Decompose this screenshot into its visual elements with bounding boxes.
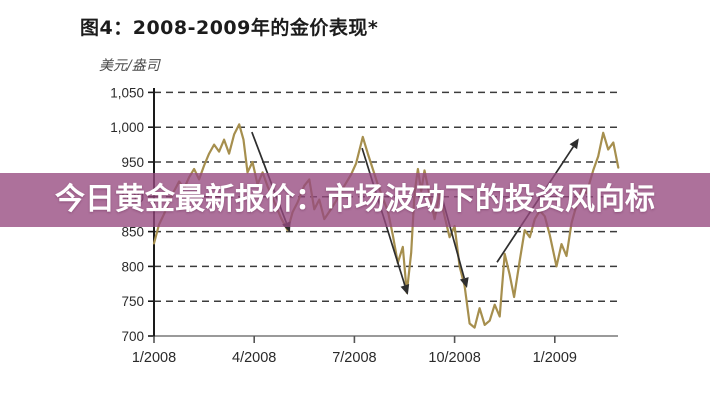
svg-text:950: 950 (121, 155, 144, 170)
svg-text:10/2008: 10/2008 (428, 350, 480, 366)
svg-text:700: 700 (121, 329, 144, 344)
headline-text: 今日黄金最新报价：市场波动下的投资风向标 (55, 183, 655, 216)
svg-text:7/2008: 7/2008 (332, 350, 376, 366)
svg-text:1/2008: 1/2008 (132, 350, 176, 366)
arrowhead-down-1 (400, 284, 410, 295)
svg-text:1/2009: 1/2009 (533, 350, 577, 366)
svg-text:1,050: 1,050 (110, 85, 144, 100)
arrowhead-down-2 (459, 277, 469, 288)
x-tick-labels: 1/2008 4/2008 7/2008 10/2008 1/2009 (132, 336, 577, 366)
svg-text:800: 800 (121, 259, 144, 274)
y-axis-unit-label: 美元/盎司 (99, 58, 160, 74)
chart-title: 图4：2008-2009年的金价表现* (80, 17, 379, 39)
svg-text:850: 850 (121, 225, 144, 240)
arrowhead-up-3 (569, 138, 579, 150)
gridlines (154, 91, 618, 302)
svg-text:1,000: 1,000 (110, 120, 144, 135)
headline-overlay-banner: 今日黄金最新报价：市场波动下的投资风向标 (0, 173, 710, 227)
svg-text:4/2008: 4/2008 (232, 350, 276, 366)
svg-text:750: 750 (121, 294, 144, 309)
